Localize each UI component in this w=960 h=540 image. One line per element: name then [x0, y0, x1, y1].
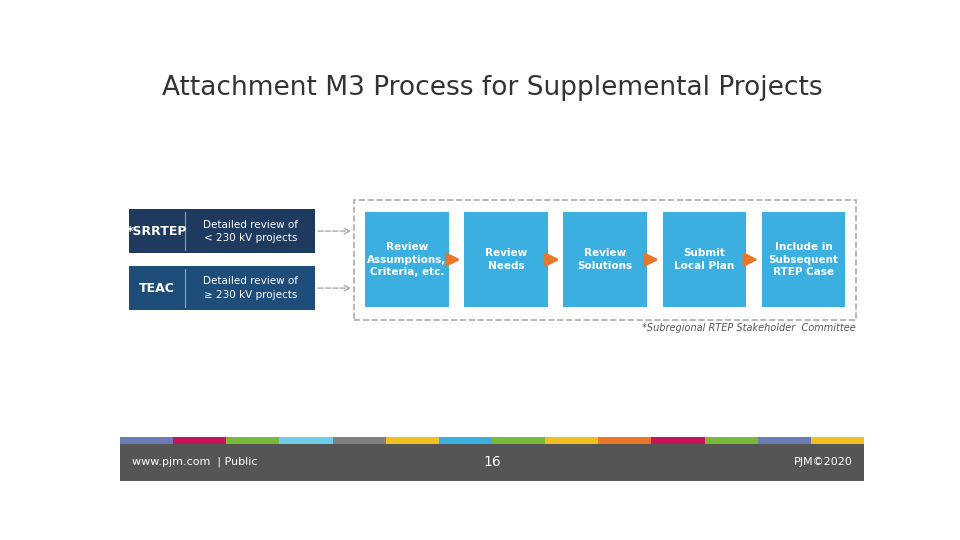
Bar	[130, 209, 315, 253]
Text: *Subregional RTEP Stakeholder  Committee: *Subregional RTEP Stakeholder Committee	[642, 323, 856, 333]
Text: Review
Assumptions,
Criteria, etc.: Review Assumptions, Criteria, etc.	[367, 242, 446, 278]
Text: 16: 16	[483, 455, 501, 469]
Bar	[279, 437, 332, 444]
Text: *SRRTEP: *SRRTEP	[127, 225, 187, 238]
Text: Detailed review of
≥ 230 kV projects: Detailed review of ≥ 230 kV projects	[203, 276, 298, 300]
Bar	[757, 437, 811, 444]
Bar	[354, 200, 856, 320]
Bar	[598, 437, 652, 444]
Text: TEAC: TEAC	[139, 281, 175, 295]
Bar	[705, 437, 757, 444]
Text: PJM©2020: PJM©2020	[794, 457, 852, 467]
Bar	[332, 437, 386, 444]
Bar	[761, 212, 846, 307]
Bar	[464, 212, 548, 307]
Text: Review
Needs: Review Needs	[485, 248, 527, 271]
Bar	[811, 437, 864, 444]
Bar	[365, 212, 448, 307]
Bar	[652, 437, 705, 444]
Bar	[439, 437, 492, 444]
Text: Review
Solutions: Review Solutions	[578, 248, 633, 271]
Bar	[386, 437, 439, 444]
Bar	[120, 444, 864, 481]
Bar	[492, 437, 545, 444]
Bar	[564, 212, 647, 307]
Text: Detailed review of
< 230 kV projects: Detailed review of < 230 kV projects	[203, 220, 298, 242]
Bar	[130, 266, 315, 310]
Bar	[545, 437, 598, 444]
Bar	[662, 212, 746, 307]
Bar	[120, 437, 173, 444]
Text: Submit
Local Plan: Submit Local Plan	[674, 248, 734, 271]
Text: www.pjm.com  | Public: www.pjm.com | Public	[132, 457, 257, 467]
Bar	[227, 437, 279, 444]
Text: Include in
Subsequent
RTEP Case: Include in Subsequent RTEP Case	[769, 242, 838, 278]
Text: Attachment M3 Process for Supplemental Projects: Attachment M3 Process for Supplemental P…	[161, 75, 823, 101]
Bar	[173, 437, 227, 444]
